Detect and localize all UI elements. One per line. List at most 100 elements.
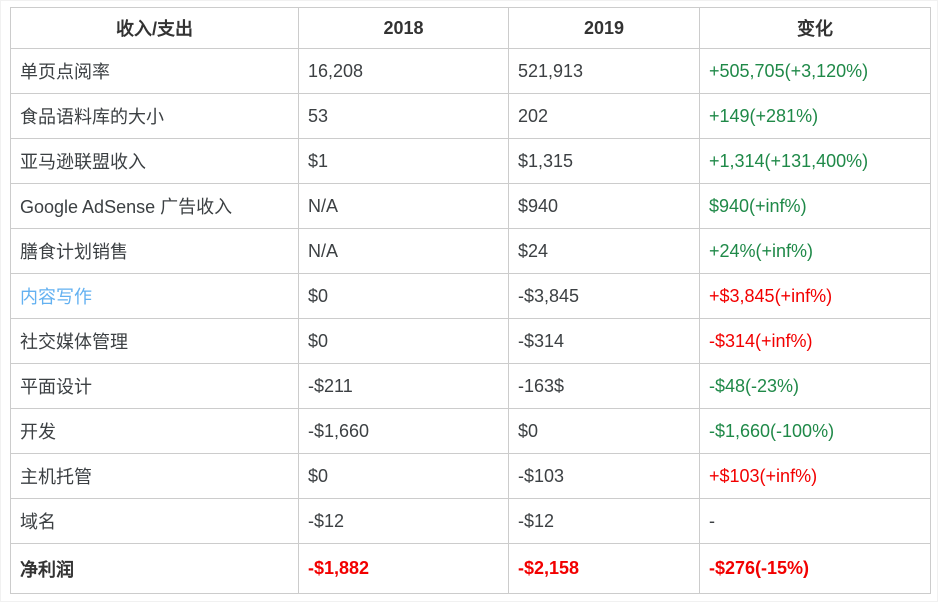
table-header: 收入/支出 2018 2019 变化	[10, 7, 931, 49]
table-row: Google AdSense 广告收入 N/A $940 $940(+inf%)	[10, 183, 931, 229]
cell-change: -$314(+inf%)	[699, 318, 931, 364]
cell-2019: $1,315	[508, 138, 700, 184]
value-2019: $940	[518, 195, 559, 216]
cell-2018: $0	[298, 318, 509, 364]
value-change: +24%(+inf%)	[709, 240, 814, 261]
value-change: -$314(+inf%)	[709, 330, 813, 351]
cell-change: +$103(+inf%)	[699, 453, 931, 499]
value-2018: N/A	[308, 195, 339, 216]
value-change: +149(+281%)	[709, 105, 819, 126]
table-row: 社交媒体管理 $0 -$314 -$314(+inf%)	[10, 318, 931, 364]
value-change: -$276(-15%)	[709, 558, 810, 578]
value-change: +$3,845(+inf%)	[709, 285, 833, 306]
cell-label: 社交媒体管理	[10, 318, 299, 364]
cell-label: 净利润	[10, 543, 299, 594]
cell-change: +$3,845(+inf%)	[699, 273, 931, 319]
value-2019: -$3,845	[518, 285, 580, 306]
cell-change: +1,314(+131,400%)	[699, 138, 931, 184]
cell-change: -$48(-23%)	[699, 363, 931, 409]
table-row: 亚马逊联盟收入 $1 $1,315 +1,314(+131,400%)	[10, 138, 931, 184]
cell-2018: N/A	[298, 228, 509, 274]
value-2019: -$2,158	[518, 558, 580, 578]
value-2018: -$211	[308, 375, 353, 396]
column-header-category: 收入/支出	[10, 7, 299, 49]
value-2018: $0	[308, 285, 329, 306]
cell-2018: -$1,660	[298, 408, 509, 454]
cell-label: Google AdSense 广告收入	[10, 183, 299, 229]
table-row: 净利润 -$1,882 -$2,158 -$276(-15%)	[10, 543, 931, 594]
value-2019: -163$	[518, 375, 565, 396]
table-row: 域名 -$12 -$12 -	[10, 498, 931, 544]
cell-2018: $0	[298, 273, 509, 319]
cell-label: 域名	[10, 498, 299, 544]
cell-change: -	[699, 498, 931, 544]
cell-2019: 521,913	[508, 48, 700, 94]
cell-2019: -$12	[508, 498, 700, 544]
table-row: 平面设计 -$211 -163$ -$48(-23%)	[10, 363, 931, 409]
cell-label: 亚马逊联盟收入	[10, 138, 299, 184]
value-2019: $1,315	[518, 150, 574, 171]
row-label: 膳食计划销售	[20, 242, 128, 262]
cell-2018: 53	[298, 93, 509, 139]
value-change: -	[709, 510, 715, 531]
cell-change: +505,705(+3,120%)	[699, 48, 931, 94]
cell-label: 平面设计	[10, 363, 299, 409]
value-2018: -$1,660	[308, 420, 370, 441]
value-change: -$1,660(-100%)	[709, 420, 835, 441]
cell-2019: $0	[508, 408, 700, 454]
cell-label: 单页点阅率	[10, 48, 299, 94]
cell-2018: -$12	[298, 498, 509, 544]
row-label: 单页点阅率	[20, 62, 110, 82]
cell-change: +24%(+inf%)	[699, 228, 931, 274]
row-label: 净利润	[20, 559, 74, 580]
cell-2019: $940	[508, 183, 700, 229]
column-header-2018: 2018	[298, 7, 509, 49]
cell-label: 食品语料库的大小	[10, 93, 299, 139]
cell-2019: -163$	[508, 363, 700, 409]
cell-2018: $1	[298, 138, 509, 184]
cell-2018: 16,208	[298, 48, 509, 94]
header-row: 收入/支出 2018 2019 变化	[10, 7, 931, 49]
cell-label: 内容写作	[10, 273, 299, 319]
cell-label: 主机托管	[10, 453, 299, 499]
cell-2018: -$211	[298, 363, 509, 409]
value-2018: N/A	[308, 240, 339, 261]
row-label-link[interactable]: 内容写作	[20, 287, 92, 307]
value-2018: -$12	[308, 510, 345, 531]
row-label: Google AdSense 广告收入	[20, 197, 233, 217]
value-2019: -$12	[518, 510, 555, 531]
cell-2019: -$3,845	[508, 273, 700, 319]
value-2018: -$1,882	[308, 558, 370, 578]
value-change: -$48(-23%)	[709, 375, 800, 396]
column-header-2019: 2019	[508, 7, 700, 49]
cell-change: $940(+inf%)	[699, 183, 931, 229]
cell-2018: $0	[298, 453, 509, 499]
cell-2019: 202	[508, 93, 700, 139]
value-2018: $1	[308, 150, 329, 171]
cell-2019: $24	[508, 228, 700, 274]
row-label: 社交媒体管理	[20, 332, 128, 352]
cell-2019: -$103	[508, 453, 700, 499]
cell-label: 膳食计划销售	[10, 228, 299, 274]
cell-2019: -$2,158	[508, 543, 700, 594]
table-row: 内容写作 $0 -$3,845 +$3,845(+inf%)	[10, 273, 931, 319]
value-change: +$103(+inf%)	[709, 465, 818, 486]
value-2019: 521,913	[518, 60, 584, 81]
table-body: 单页点阅率 16,208 521,913 +505,705(+3,120%) 食…	[10, 48, 931, 594]
value-change: +1,314(+131,400%)	[709, 150, 869, 171]
value-2019: $0	[518, 420, 539, 441]
row-label: 主机托管	[20, 467, 92, 487]
column-header-change: 变化	[699, 7, 931, 49]
cell-2018: N/A	[298, 183, 509, 229]
value-2018: $0	[308, 465, 329, 486]
table-row: 膳食计划销售 N/A $24 +24%(+inf%)	[10, 228, 931, 274]
table-row: 食品语料库的大小 53 202 +149(+281%)	[10, 93, 931, 139]
cell-change: +149(+281%)	[699, 93, 931, 139]
table-row: 主机托管 $0 -$103 +$103(+inf%)	[10, 453, 931, 499]
row-label: 开发	[20, 422, 56, 442]
value-change: +505,705(+3,120%)	[709, 60, 869, 81]
cell-label: 开发	[10, 408, 299, 454]
cell-2018: -$1,882	[298, 543, 509, 594]
cell-change: -$1,660(-100%)	[699, 408, 931, 454]
value-2019: 202	[518, 105, 549, 126]
